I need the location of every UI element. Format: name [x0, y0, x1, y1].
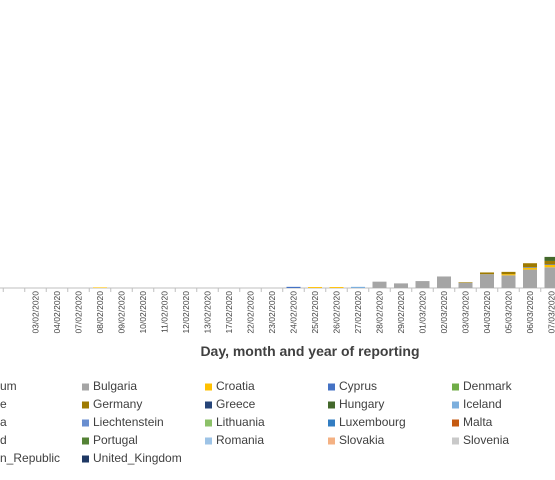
x-tick-label: 07/03/2020: [547, 291, 555, 334]
legend-label: Croatia: [216, 379, 255, 393]
bar-segment: [351, 286, 365, 288]
legend-label: d: [0, 433, 7, 447]
bar-segment: [437, 276, 451, 288]
x-tick-label: 02/03/2020: [439, 291, 449, 334]
x-tick-label: 04/02/2020: [52, 291, 62, 334]
x-tick-label: 24/02/2020: [289, 291, 299, 334]
legend-label: Slovakia: [339, 433, 385, 447]
legend-marker: [82, 455, 89, 463]
legend-label: Germany: [93, 397, 142, 411]
x-tick-label: 10/02/2020: [138, 291, 148, 334]
x-tick-label: 23/02/2020: [267, 291, 277, 334]
legend-label: United_Kingdom: [93, 451, 182, 465]
x-tick-label: 13/02/2020: [203, 291, 213, 334]
legend-label: Greece: [216, 397, 256, 411]
bar-segment: [501, 271, 516, 275]
legend-marker: [452, 383, 459, 391]
x-tick-label: 27/02/2020: [353, 291, 363, 334]
legend-label: a: [0, 415, 7, 429]
legend-marker: [452, 419, 459, 427]
bar-segment: [372, 281, 387, 288]
legend-marker: [82, 383, 89, 391]
legend-marker: [328, 401, 335, 409]
x-tick-label: 17/02/2020: [224, 291, 234, 334]
bar-segment: [415, 281, 430, 288]
legend-label: Portugal: [93, 433, 138, 447]
x-tick-label: 28/02/2020: [375, 291, 385, 334]
legend-marker: [452, 401, 459, 409]
legend-label: Malta: [463, 415, 493, 429]
legend-label: Lithuania: [216, 415, 265, 429]
legend-label: Denmark: [463, 379, 513, 393]
legend-label: um: [0, 379, 17, 393]
bar-segment: [544, 260, 555, 265]
x-tick-label: 08/02/2020: [95, 291, 105, 334]
legend-label: Slovenia: [463, 433, 509, 447]
legend-marker: [205, 437, 212, 445]
x-tick-label: 05/03/2020: [504, 291, 514, 334]
legend-marker: [205, 383, 212, 391]
legend-label: e: [0, 397, 7, 411]
legend-marker: [328, 383, 335, 391]
bar-segment: [458, 282, 473, 283]
legend-marker: [328, 437, 335, 445]
bar-segment: [458, 282, 473, 288]
legend-label: Bulgaria: [93, 379, 137, 393]
x-tick-label: 11/02/2020: [160, 291, 170, 333]
x-tick-label: 22/02/2020: [246, 291, 256, 334]
legend-label: Cyprus: [339, 379, 377, 393]
bar-segment: [329, 287, 344, 288]
legend-marker: [82, 437, 89, 445]
bar-segment: [308, 287, 322, 288]
bar-segment: [523, 267, 537, 268]
legend-label: Romania: [216, 433, 264, 447]
legend-marker: [328, 419, 335, 427]
x-tick-label: 25/02/2020: [310, 291, 320, 334]
x-tick-label: 12/02/2020: [181, 291, 191, 334]
legend-marker: [205, 419, 212, 427]
legend-label: Liechtenstein: [93, 415, 164, 429]
legend-label: Luxembourg: [339, 415, 406, 429]
x-tick-label: 03/02/2020: [31, 291, 41, 334]
bar-segment: [501, 274, 516, 276]
bar-segment: [544, 256, 555, 261]
bar-segment: [286, 286, 301, 288]
legend-marker: [205, 401, 212, 409]
x-tick-label: 04/03/2020: [482, 291, 492, 334]
x-tick-label: 01/03/2020: [418, 291, 428, 334]
bar-segment: [93, 287, 107, 288]
x-tick-label: 29/02/2020: [396, 291, 406, 334]
legend-marker: [82, 401, 89, 409]
bar-segment: [523, 267, 537, 270]
bar-segment: [544, 267, 555, 288]
bar-segment: [523, 269, 537, 288]
bar-segment: [544, 264, 555, 268]
x-tick-label: 09/02/2020: [117, 291, 127, 334]
bar-segment: [480, 272, 494, 275]
bar-segment: [523, 263, 537, 268]
bar-segment: [480, 274, 494, 288]
legend-label: Hungary: [339, 397, 384, 411]
x-tick-label: 26/02/2020: [332, 291, 342, 334]
x-tick-label: 07/02/2020: [74, 291, 84, 334]
legend-label: n_Republic: [0, 451, 60, 465]
x-tick-label: 06/03/2020: [525, 291, 535, 334]
bar-segment: [544, 264, 555, 265]
bar-segment: [501, 275, 516, 288]
legend-marker: [82, 419, 89, 427]
bar-segment: [394, 283, 408, 288]
legend-label: Iceland: [463, 397, 502, 411]
x-tick-label: 03/03/2020: [461, 291, 471, 334]
legend-marker: [452, 437, 459, 445]
x-axis-label: Day, month and year of reporting: [200, 343, 419, 359]
